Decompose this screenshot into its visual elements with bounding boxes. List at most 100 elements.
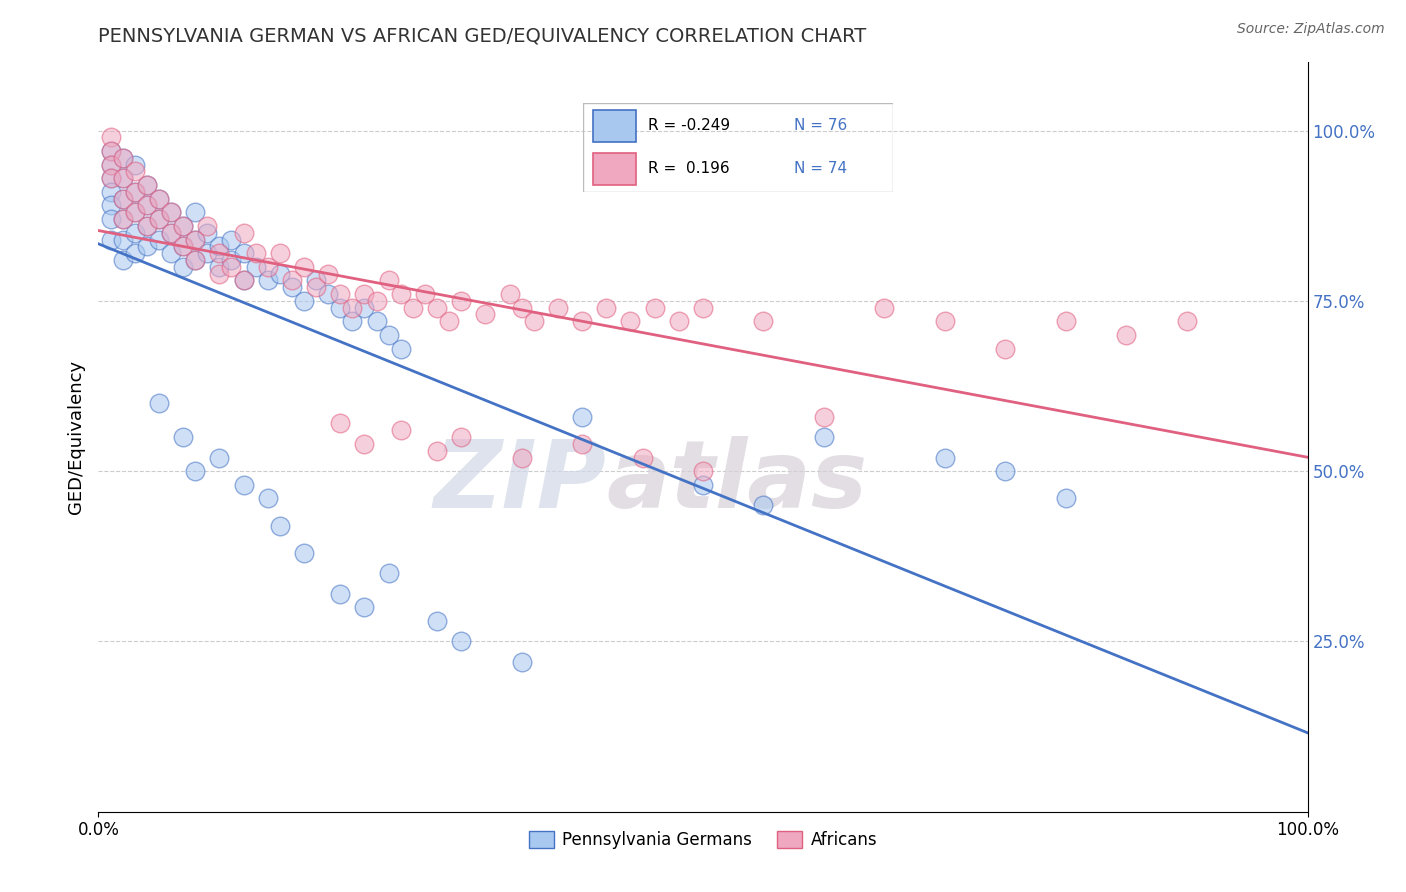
Point [124,158,146,172]
Point [100,171,122,186]
Point [111,212,134,227]
Text: atlas: atlas [606,436,868,528]
Point [450,430,472,444]
Point [450,293,472,308]
Point [148,192,170,206]
Point [342,314,364,328]
Point [184,233,207,247]
Point [124,185,146,199]
Point [124,205,146,219]
Point [523,314,546,328]
Point [994,342,1017,356]
Point [232,246,254,260]
Point [994,464,1017,478]
Point [100,185,122,199]
Point [172,260,194,274]
Point [934,314,956,328]
Point [232,477,254,491]
Point [571,437,593,451]
Point [752,498,775,512]
Point [111,233,134,247]
Point [571,314,593,328]
Point [269,246,291,260]
Point [232,226,254,240]
Point [934,450,956,465]
Point [172,239,194,253]
Point [135,239,157,253]
Point [184,233,207,247]
Point [413,287,436,301]
Point [1115,327,1137,342]
Point [124,164,146,178]
Point [195,226,218,240]
Point [184,205,207,219]
Point [342,301,364,315]
Point [377,327,399,342]
Point [195,219,218,233]
Point [547,301,569,315]
Point [377,566,399,581]
Point [100,144,122,158]
Point [256,273,278,287]
Point [510,301,533,315]
Point [644,301,666,315]
FancyBboxPatch shape [593,110,636,142]
Point [426,443,449,458]
Point [813,430,835,444]
Point [172,430,194,444]
Point [124,205,146,219]
Point [111,192,134,206]
Point [208,246,231,260]
Legend: Pennsylvania Germans, Africans: Pennsylvania Germans, Africans [522,824,884,855]
FancyBboxPatch shape [593,153,636,185]
Point [172,219,194,233]
Point [111,252,134,267]
Point [135,219,157,233]
Point [160,226,183,240]
Point [316,267,339,281]
Point [498,287,520,301]
Point [135,198,157,212]
Point [100,130,122,145]
Point [329,301,352,315]
Point [329,417,352,431]
Point [256,491,278,506]
Point [245,246,267,260]
Point [208,260,231,274]
Point [111,212,134,227]
Text: R = -0.249: R = -0.249 [648,119,731,133]
Point [208,239,231,253]
Point [692,464,714,478]
Point [292,293,315,308]
Point [148,233,170,247]
Point [232,273,254,287]
Point [329,287,352,301]
Point [813,409,835,424]
Point [389,287,412,301]
Point [668,314,690,328]
Point [402,301,425,315]
Point [111,151,134,165]
Point [221,260,243,274]
Point [221,233,243,247]
Point [873,301,896,315]
Point [160,246,183,260]
Text: N = 76: N = 76 [794,119,846,133]
Point [232,273,254,287]
Point [329,587,352,601]
Point [353,437,375,451]
Point [100,158,122,172]
Point [221,252,243,267]
Point [148,212,170,227]
Point [281,273,304,287]
Point [595,301,617,315]
Point [172,219,194,233]
Point [100,212,122,227]
Point [135,178,157,192]
Point [184,252,207,267]
Point [184,252,207,267]
Point [292,546,315,560]
Point [316,287,339,301]
Point [111,171,134,186]
Point [426,614,449,628]
